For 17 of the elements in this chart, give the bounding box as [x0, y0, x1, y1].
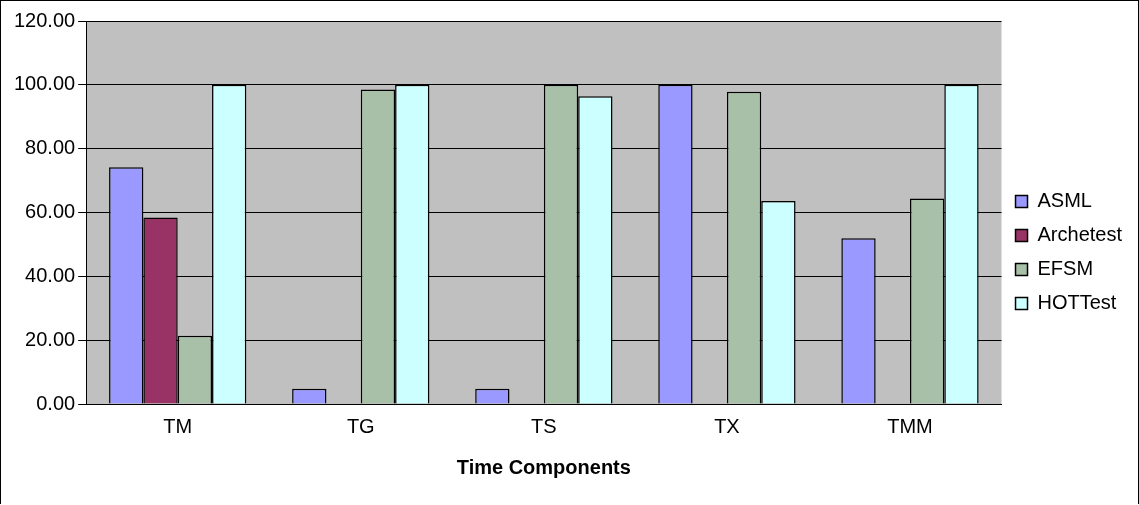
y-tick-label: 20.00 [25, 327, 76, 350]
x-axis-title: Time Components [456, 455, 631, 478]
y-tick-label: 0.00 [36, 391, 76, 414]
legend-label: ASML [1037, 189, 1092, 212]
x-tick-label: TX [714, 414, 740, 437]
x-tick-label: TM [163, 414, 193, 437]
x-tick-label: TS [531, 414, 557, 437]
legend-label: Archetest [1037, 223, 1123, 246]
y-tick-label: 80.00 [25, 136, 76, 159]
y-tick-label: 120.00 [14, 8, 76, 31]
legend-label: HOTTest [1037, 291, 1117, 314]
x-tick-label: TMM [887, 414, 933, 437]
legend-label: EFSM [1037, 257, 1094, 280]
x-tick-label: TG [346, 414, 375, 437]
y-tick-label: 100.00 [14, 72, 76, 95]
y-tick-label: 60.00 [25, 200, 76, 223]
y-tick-label: 40.00 [25, 263, 76, 286]
